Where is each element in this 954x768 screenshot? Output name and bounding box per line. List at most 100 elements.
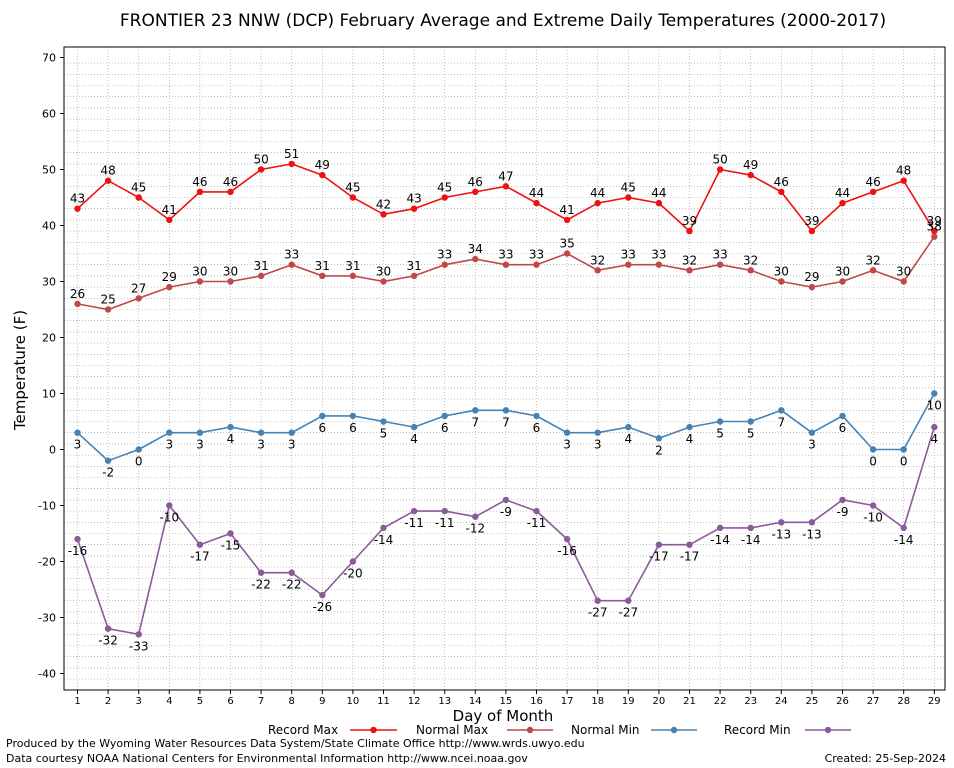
record-min-point: [931, 423, 938, 431]
normal-max-data-label: 31: [406, 259, 421, 273]
x-tick-label: 4: [166, 696, 172, 707]
normal-max-point: [472, 255, 479, 263]
normal-max-data-label: 33: [712, 248, 727, 262]
normal-min-data-label: 4: [686, 432, 694, 446]
record-min-data-label: -26: [312, 600, 332, 614]
normal-min-point: [349, 412, 357, 420]
record-min-point: [869, 502, 877, 509]
normal-min-point: [563, 429, 571, 436]
record-max-data-label: 46: [223, 175, 238, 189]
record-min-data-label: -17: [649, 550, 669, 564]
legend-label-normal-min: Normal Min: [571, 723, 640, 737]
record-max-point: [349, 194, 357, 201]
x-tick-label: 28: [897, 696, 910, 707]
record-max-data-label: 44: [651, 186, 666, 200]
normal-min-point: [196, 429, 204, 436]
record-max-data-label: 45: [437, 181, 452, 195]
record-max-point: [716, 166, 724, 173]
y-tick-label: 40: [42, 220, 56, 233]
x-tick-label: 26: [836, 696, 849, 707]
normal-min-point: [135, 446, 142, 453]
normal-min-data-label: 4: [410, 432, 418, 446]
record-max-point: [135, 194, 142, 201]
x-tick-label: 17: [561, 696, 574, 707]
record-min-point: [319, 591, 326, 599]
normal-min-data-label: 6: [839, 421, 847, 435]
record-max-point: [655, 199, 663, 207]
normal-min-data-label: 6: [533, 421, 541, 435]
record-max-point: [380, 211, 387, 218]
record-min-data-label: -10: [159, 511, 179, 525]
legend-marker-record-max: [370, 726, 377, 734]
normal-min-point: [441, 412, 448, 420]
normal-min-point: [686, 423, 693, 431]
record-min-point: [655, 541, 663, 548]
record-max-point: [472, 188, 479, 196]
record-min-data-label: 4: [930, 432, 938, 446]
record-min-point: [472, 513, 479, 520]
normal-max-point: [104, 306, 112, 313]
record-min-data-label: -27: [618, 606, 638, 620]
record-max-data-label: 39: [927, 214, 942, 228]
record-max-data-label: 51: [284, 147, 299, 161]
record-max-data-label: 46: [774, 175, 789, 189]
y-axis-label: Temperature (F): [11, 310, 29, 431]
record-max-point: [502, 183, 510, 190]
normal-min-data-label: 3: [808, 438, 816, 452]
record-max-point: [410, 205, 418, 212]
normal-max-point: [563, 250, 571, 257]
normal-max-data-label: 31: [315, 259, 330, 273]
record-min-point: [227, 530, 234, 537]
x-tick-label: 7: [258, 696, 264, 707]
normal-max-point: [502, 261, 510, 268]
record-max-point: [533, 199, 540, 207]
normal-max-point: [74, 300, 81, 308]
record-min-data-label: -13: [771, 527, 791, 541]
x-tick-label: 9: [319, 696, 325, 707]
record-max-data-label: 45: [345, 181, 360, 195]
x-tick-label: 22: [714, 696, 727, 707]
y-tick-label: 0: [49, 444, 56, 457]
normal-max-point: [135, 295, 142, 302]
normal-min-data-label: 6: [318, 421, 326, 435]
record-min-data-label: -9: [500, 505, 512, 519]
y-tick-label: -40: [38, 668, 56, 681]
legend-label-record-max: Record Max: [268, 723, 338, 737]
record-min-point: [380, 524, 387, 532]
record-min-point: [533, 507, 540, 515]
normal-min-point: [747, 418, 754, 425]
normal-max-point: [288, 261, 295, 268]
x-tick-label: 24: [775, 696, 788, 707]
normal-min-point: [594, 429, 601, 436]
normal-min-data-label: 0: [869, 455, 877, 469]
normal-max-data-label: 30: [192, 265, 207, 279]
record-max-point: [686, 227, 693, 235]
record-max-point: [563, 216, 571, 224]
x-tick-label: 3: [136, 696, 142, 707]
record-max-point: [74, 205, 81, 212]
record-min-data-label: -20: [343, 567, 363, 581]
normal-max-data-label: 33: [498, 248, 513, 262]
record-min-point: [349, 558, 357, 565]
normal-min-point: [869, 446, 877, 453]
record-max-data-label: 46: [865, 175, 880, 189]
normal-max-data-label: 33: [284, 248, 299, 262]
record-min-point: [74, 535, 81, 543]
x-tick-label: 11: [377, 696, 390, 707]
y-tick-label: 60: [42, 108, 56, 121]
record-max-point: [441, 194, 448, 201]
chart-title: FRONTIER 23 NNW (DCP) February Average a…: [120, 11, 886, 31]
normal-min-point: [104, 457, 112, 464]
normal-min-point: [472, 407, 479, 414]
normal-min-data-label: 7: [777, 415, 785, 429]
normal-min-data-label: 4: [624, 432, 632, 446]
normal-min-point: [410, 423, 418, 431]
normal-min-data-label: 6: [349, 421, 357, 435]
normal-max-point: [319, 272, 326, 280]
y-tick-label: 30: [42, 276, 56, 289]
record-min-data-label: -33: [129, 639, 149, 653]
normal-min-point: [74, 429, 81, 436]
record-max-point: [104, 177, 112, 184]
record-max-point: [257, 166, 265, 173]
